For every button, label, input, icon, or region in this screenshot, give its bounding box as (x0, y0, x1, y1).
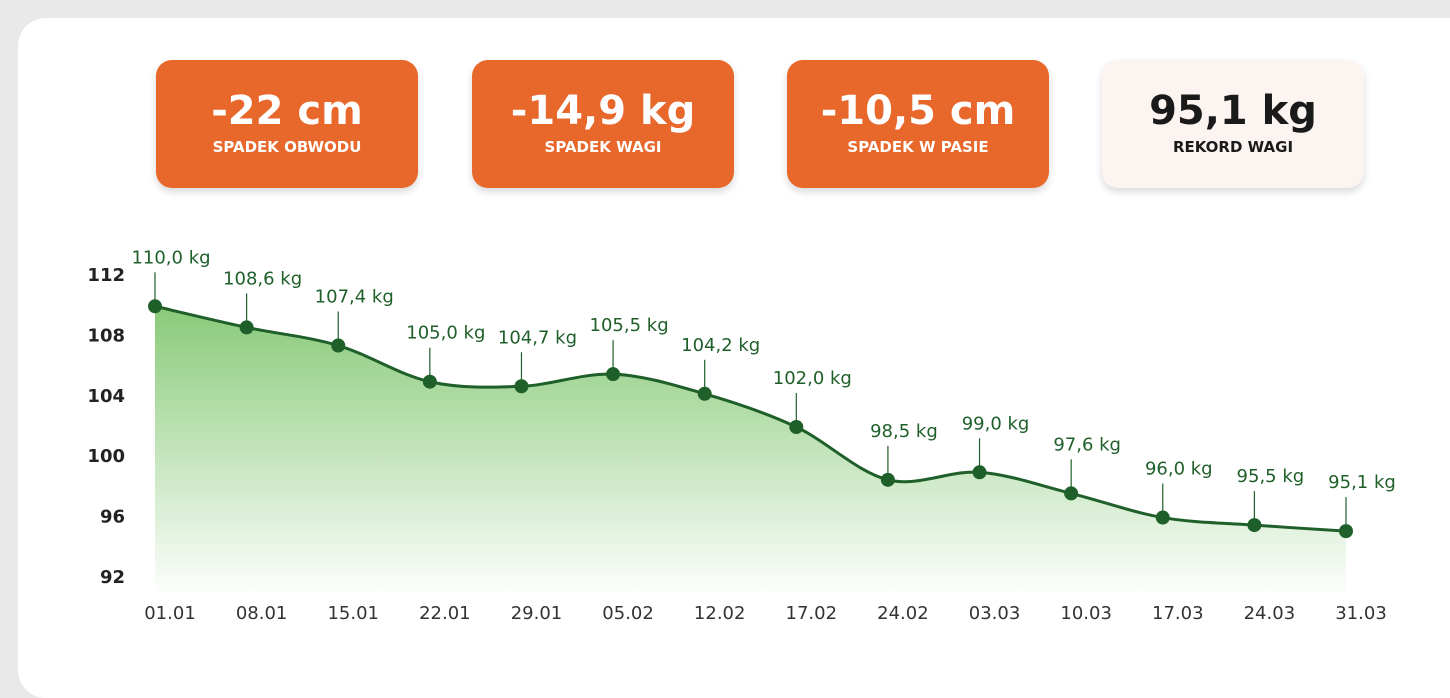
stat-card: -22 cm SPADEK OBWODU (156, 60, 418, 188)
stat-card: 95,1 kg REKORD WAGI (1102, 60, 1364, 188)
stat-value: -14,9 kg (510, 88, 696, 134)
x-tick-label: 10.03 (1060, 603, 1112, 624)
stat-card: -10,5 cm SPADEK W PASIE (787, 60, 1049, 188)
value-label: 110,0 kg (131, 247, 210, 268)
chart: 112 108 104 100 96 92 110,0 kg 108,6 kg 107,4 kg… (87, 247, 1396, 624)
stat-value: -22 cm (211, 88, 363, 134)
value-label: 99,0 kg (962, 413, 1030, 434)
x-tick-label: 24.02 (877, 603, 929, 624)
x-tick-label: 29.01 (511, 603, 563, 624)
stat-label: SPADEK WAGI (544, 138, 662, 156)
y-tick-label: 112 (87, 265, 125, 286)
stat-label: SPADEK OBWODU (212, 138, 362, 156)
point (148, 299, 162, 314)
area (155, 306, 1346, 593)
x-tick-label: 08.01 (236, 603, 288, 624)
stat-label: SPADEK W PASIE (847, 138, 989, 156)
y-tick-label: 100 (87, 446, 125, 467)
point (331, 338, 346, 353)
y-tick-label: 108 (87, 325, 125, 346)
x-tick-label: 03.03 (969, 603, 1021, 624)
page: -22 cm SPADEK OBWODU -14,9 kg SPADEK WAGI … (18, 18, 1450, 698)
point (789, 420, 804, 434)
y-tick-label: 92 (100, 567, 125, 588)
point (239, 320, 254, 335)
value-label: 107,4 kg (315, 287, 394, 308)
value-label: 104,2 kg (681, 335, 760, 356)
value-label: 97,6 kg (1053, 434, 1121, 455)
point (697, 386, 712, 401)
x-tick-label: 17.03 (1152, 603, 1204, 624)
value-label: 95,1 kg (1328, 472, 1396, 493)
value-label: 108,6 kg (223, 268, 302, 289)
x-tick-label: 15.01 (327, 603, 379, 624)
line (154, 304, 1347, 533)
value-label: 95,5 kg (1237, 466, 1305, 487)
x-tick-label: 17.02 (786, 603, 838, 624)
point (514, 379, 529, 394)
x-tick-label: 12.02 (694, 603, 746, 624)
value-label: 105,5 kg (590, 315, 669, 336)
y-tick-label: 104 (87, 386, 125, 407)
value-label: 104,7 kg (498, 327, 577, 348)
y-tick-label: 96 (100, 507, 125, 528)
stat-value: 95,1 kg (1149, 88, 1317, 134)
point (880, 472, 895, 487)
point (422, 374, 437, 389)
point (1339, 524, 1353, 539)
value-label: 96,0 kg (1145, 459, 1213, 480)
value-label: 102,0 kg (773, 368, 852, 389)
x-tick-label: 24.03 (1244, 603, 1296, 624)
point (972, 465, 987, 480)
x-tick-label: 01.01 (144, 603, 196, 624)
value-label: 105,0 kg (406, 323, 485, 344)
point (1247, 518, 1262, 533)
x-tick-label: 22.01 (419, 603, 471, 624)
value-label: 98,5 kg (870, 421, 938, 442)
point (1155, 510, 1170, 525)
stat-value: -10,5 cm (820, 88, 1016, 134)
point (1064, 486, 1079, 501)
x-tick-label: 05.02 (602, 603, 654, 624)
stat-card: -14,9 kg SPADEK WAGI (472, 60, 734, 188)
point (606, 367, 621, 382)
x-tick-label: 31.03 (1335, 603, 1387, 624)
stat-label: REKORD WAGI (1172, 138, 1294, 156)
